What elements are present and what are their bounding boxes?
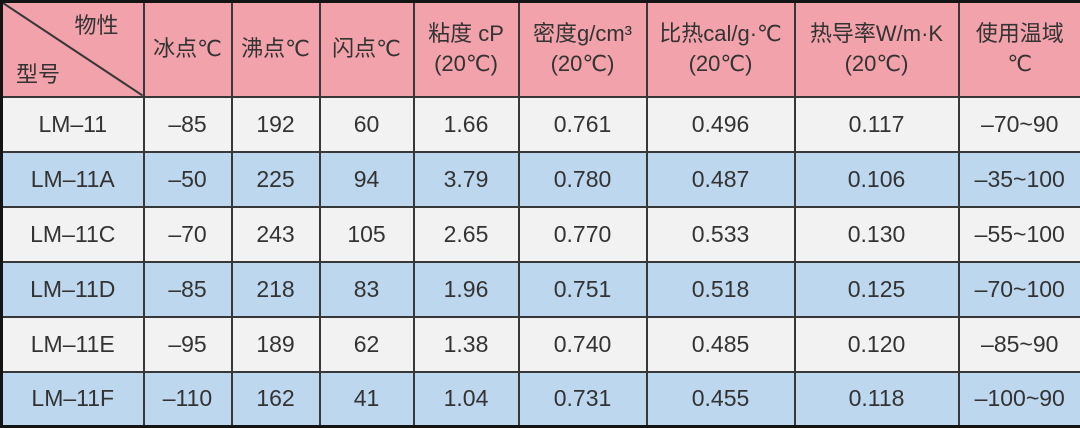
- value-cell: –110: [144, 372, 232, 427]
- column-header-line1: 使用温域: [960, 19, 1080, 49]
- column-header-line1: 闪点℃: [321, 34, 413, 64]
- value-cell: 0.518: [647, 262, 795, 317]
- value-cell: 0.130: [795, 207, 959, 262]
- value-cell: 0.533: [647, 207, 795, 262]
- column-header-line1: 密度g/cm³: [520, 19, 646, 49]
- corner-label-property: 物性: [74, 14, 118, 38]
- value-cell: 1.96: [414, 262, 519, 317]
- column-header: 冰点℃: [144, 2, 232, 97]
- column-header: 沸点℃: [232, 2, 320, 97]
- value-cell: 0.780: [519, 152, 647, 207]
- value-cell: 0.770: [519, 207, 647, 262]
- column-header-line1: 冰点℃: [145, 34, 231, 64]
- value-cell: –100~90: [959, 372, 1080, 427]
- value-cell: 0.496: [647, 97, 795, 152]
- column-header-line1: 热导率W/m·K: [796, 19, 958, 49]
- value-cell: 0.117: [795, 97, 959, 152]
- column-header-line2: (20℃): [796, 49, 958, 79]
- value-cell: 94: [320, 152, 414, 207]
- value-cell: 192: [232, 97, 320, 152]
- model-cell: LM–11E: [2, 317, 144, 372]
- value-cell: 0.455: [647, 372, 795, 427]
- value-cell: 0.761: [519, 97, 647, 152]
- value-cell: 0.106: [795, 152, 959, 207]
- value-cell: 2.65: [414, 207, 519, 262]
- model-cell: LM–11F: [2, 372, 144, 427]
- value-cell: 0.485: [647, 317, 795, 372]
- value-cell: 62: [320, 317, 414, 372]
- column-header-line2: (20℃): [648, 49, 794, 79]
- column-header: 热导率W/m·K (20℃): [795, 2, 959, 97]
- value-cell: –70~100: [959, 262, 1080, 317]
- value-cell: 243: [232, 207, 320, 262]
- value-cell: 0.120: [795, 317, 959, 372]
- value-cell: 189: [232, 317, 320, 372]
- column-header: 密度g/cm³ (20℃): [519, 2, 647, 97]
- column-header: 比热cal/g·℃ (20℃): [647, 2, 795, 97]
- value-cell: –70~90: [959, 97, 1080, 152]
- column-header-line1: 沸点℃: [233, 34, 319, 64]
- column-header-line2: (20℃): [415, 49, 518, 79]
- header-row: 物性 型号 冰点℃ 沸点℃ 闪点℃ 粘度 cP (20℃) 密度g/cm³ (2…: [2, 2, 1080, 97]
- value-cell: 1.38: [414, 317, 519, 372]
- value-cell: –35~100: [959, 152, 1080, 207]
- value-cell: 3.79: [414, 152, 519, 207]
- value-cell: 0.751: [519, 262, 647, 317]
- column-header: 闪点℃: [320, 2, 414, 97]
- column-header-line2: ℃: [960, 49, 1080, 79]
- value-cell: 83: [320, 262, 414, 317]
- value-cell: –95: [144, 317, 232, 372]
- value-cell: 60: [320, 97, 414, 152]
- value-cell: 0.125: [795, 262, 959, 317]
- value-cell: –55~100: [959, 207, 1080, 262]
- corner-cell: 物性 型号: [2, 2, 144, 97]
- column-header: 粘度 cP (20℃): [414, 2, 519, 97]
- model-cell: LM–11D: [2, 262, 144, 317]
- value-cell: 0.487: [647, 152, 795, 207]
- value-cell: 0.118: [795, 372, 959, 427]
- value-cell: 225: [232, 152, 320, 207]
- value-cell: 1.66: [414, 97, 519, 152]
- column-header-line2: (20℃): [520, 49, 646, 79]
- model-cell: LM–11C: [2, 207, 144, 262]
- model-cell: LM–11A: [2, 152, 144, 207]
- value-cell: –85: [144, 262, 232, 317]
- value-cell: 218: [232, 262, 320, 317]
- value-cell: 0.731: [519, 372, 647, 427]
- value-cell: –85~90: [959, 317, 1080, 372]
- value-cell: 41: [320, 372, 414, 427]
- value-cell: –70: [144, 207, 232, 262]
- model-cell: LM–11: [2, 97, 144, 152]
- column-header-line1: 比热cal/g·℃: [648, 19, 794, 49]
- value-cell: 105: [320, 207, 414, 262]
- value-cell: 162: [232, 372, 320, 427]
- value-cell: –50: [144, 152, 232, 207]
- value-cell: 1.04: [414, 372, 519, 427]
- column-header: 使用温域 ℃: [959, 2, 1080, 97]
- column-header-line1: 粘度 cP: [415, 19, 518, 49]
- value-cell: –85: [144, 97, 232, 152]
- value-cell: 0.740: [519, 317, 647, 372]
- corner-label-model: 型号: [16, 63, 60, 87]
